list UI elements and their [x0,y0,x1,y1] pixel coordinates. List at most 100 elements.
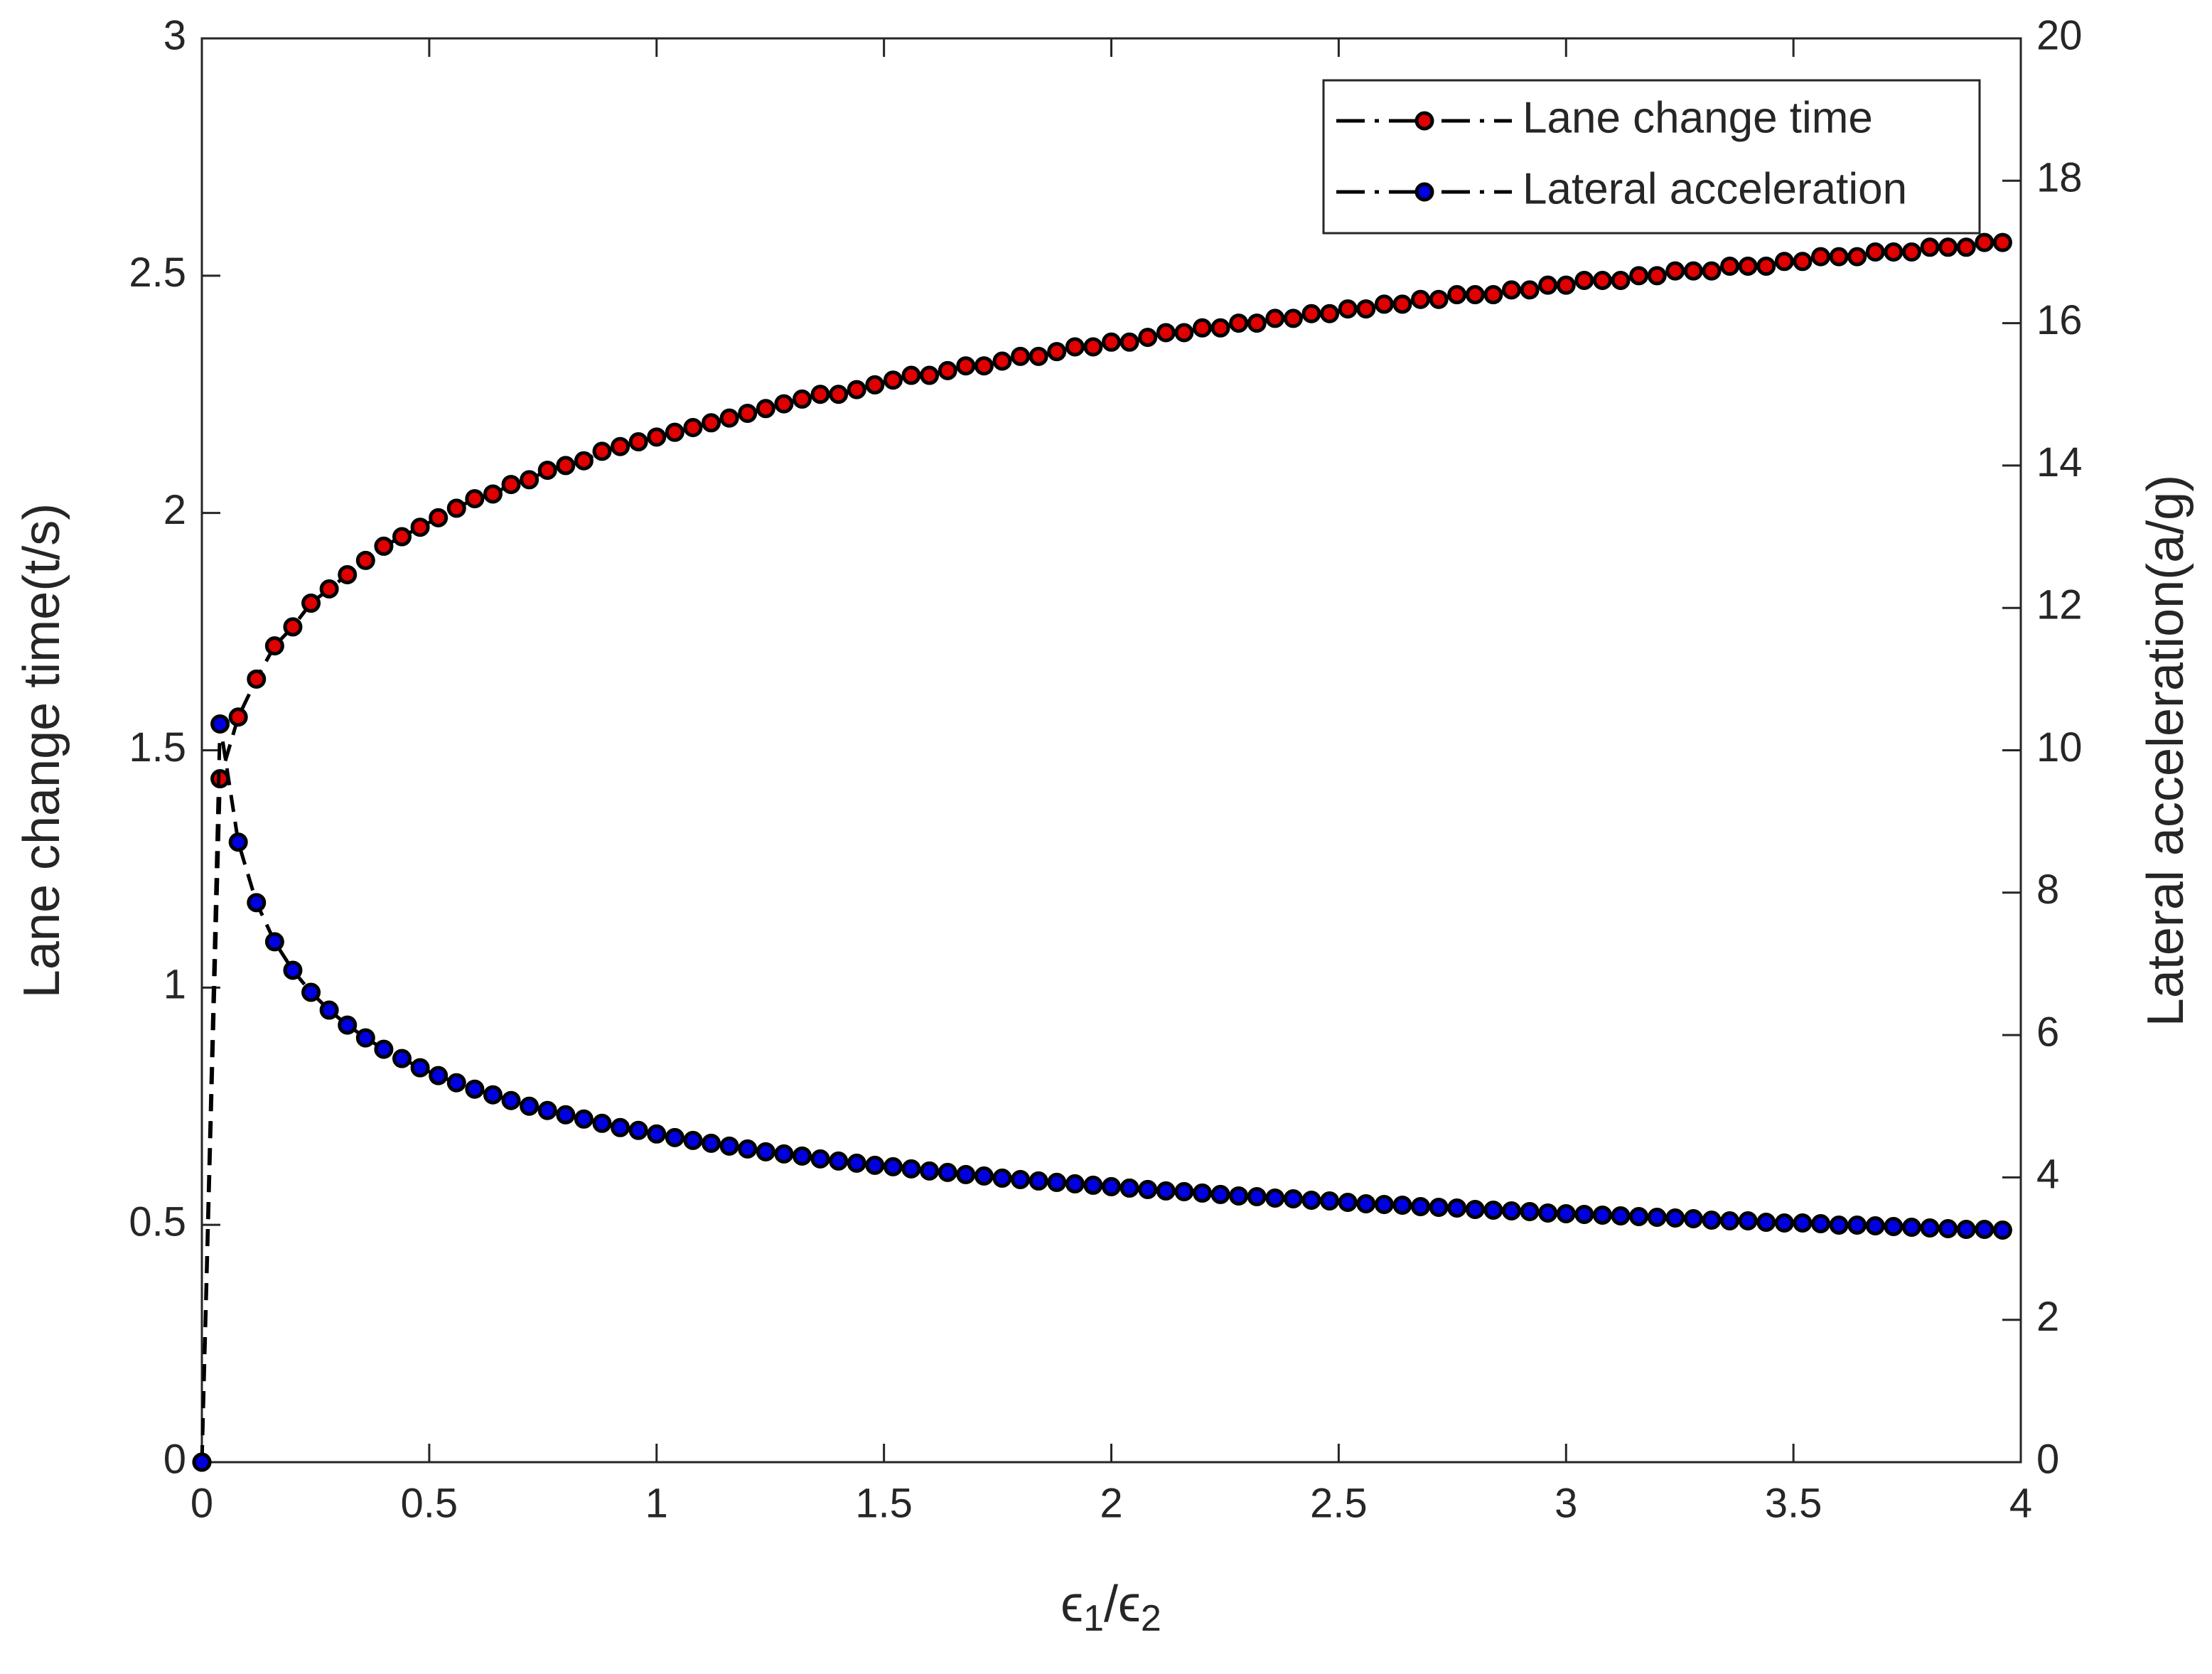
data-point [374,1039,394,1059]
x-label-subscript: 1 [1083,1598,1104,1639]
data-point [410,1058,430,1078]
data-point [1665,1208,1685,1228]
data-point [1301,1190,1321,1210]
data-point [829,1151,849,1171]
data-point [738,1139,758,1159]
data-point [520,1096,539,1116]
data-point [1556,275,1576,295]
data-point [1265,1188,1285,1208]
data-point [1102,332,1121,352]
data-point [319,1000,339,1020]
y2-tick-label: 4 [2036,1152,2059,1198]
x-label-part: ϵ [1061,1576,1083,1633]
data-point [1174,1181,1194,1201]
data-point [1829,247,1849,267]
data-point [1793,252,1813,272]
legend-label: Lateral acceleration [1523,164,1907,213]
data-point [574,1109,594,1129]
data-point [1465,1199,1485,1219]
data-point [1611,1206,1631,1225]
data-point [901,365,921,385]
data-point [1829,1216,1849,1235]
data-point [1738,256,1758,276]
data-point [537,461,557,481]
data-point [1392,1195,1412,1215]
x-tick-label: 2.5 [1310,1480,1368,1526]
data-point [1556,1203,1576,1223]
y2-tick-label: 12 [2036,582,2083,628]
data-point [465,1079,485,1099]
data-point [1192,1183,1212,1203]
data-point [1265,308,1285,328]
data-point [1811,1213,1831,1233]
data-point [1774,252,1794,272]
data-point [1938,237,1958,257]
y-tick-label: 2.5 [129,250,186,296]
data-point [1047,342,1067,362]
data-point [702,413,721,433]
data-point [865,375,885,395]
data-point [628,1120,648,1140]
data-point [1301,304,1321,323]
data-point [1483,285,1503,305]
data-point [1756,1212,1776,1232]
y-axis-label: Lane change time(t/s) [14,503,70,998]
data-point [1847,1216,1867,1235]
data-point [719,1136,739,1156]
data-point [1156,323,1176,343]
data-point [1356,299,1376,319]
data-point [1884,242,1904,262]
data-point [247,893,267,913]
data-point [1210,318,1230,338]
data-point [1956,1220,1976,1240]
data-point [1156,1181,1176,1201]
data-point [1847,247,1867,267]
x-tick-label: 2 [1100,1480,1122,1526]
data-point [1702,261,1722,281]
data-point [338,564,358,584]
data-point [1629,266,1649,286]
data-point [1210,1184,1230,1204]
data-point [665,1127,684,1147]
data-point [1338,299,1358,319]
data-point [392,1048,412,1068]
x-tick-label: 1.5 [855,1480,913,1526]
data-point [1047,1172,1067,1192]
data-point [847,1153,866,1173]
data-point [883,1157,903,1176]
y2-tick-label: 14 [2036,439,2083,485]
data-point [810,385,830,404]
data-point [1374,294,1394,314]
data-point [264,932,284,952]
data-point [1520,280,1540,300]
data-point [756,399,775,419]
y-tick-label: 1.5 [129,724,186,771]
data-point [1065,337,1085,357]
data-point [1520,1201,1540,1221]
data-point [1647,1207,1667,1227]
y2-tick-label: 2 [2036,1294,2059,1340]
data-point [1865,1216,1885,1236]
y2-tick-label: 6 [2036,1009,2059,1055]
data-point [792,1146,812,1166]
y-tick-label: 0.5 [129,1198,186,1245]
data-point [1392,294,1412,314]
data-point [1429,1197,1449,1217]
data-point [592,1113,612,1133]
data-point [1120,332,1139,352]
legend-marker [1414,111,1434,131]
data-point [683,417,703,437]
data-point [1102,1176,1121,1196]
data-point [1374,1194,1394,1214]
data-point [1811,247,1831,267]
data-point [847,380,866,399]
data-point [665,422,684,442]
data-point [683,1130,703,1150]
data-point [283,960,303,980]
data-point [1229,1186,1249,1206]
data-point [1629,1206,1649,1226]
data-point [1720,256,1740,276]
data-point [992,1168,1012,1188]
data-point [483,484,503,504]
data-point [192,1452,212,1472]
